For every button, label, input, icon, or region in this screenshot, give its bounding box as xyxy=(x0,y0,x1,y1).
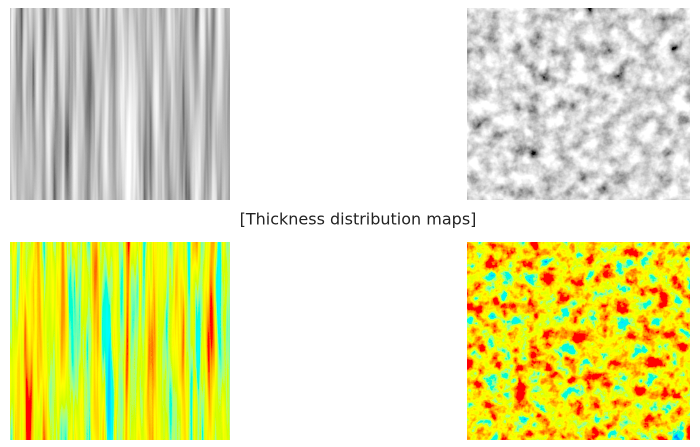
thickness-map-stripes xyxy=(10,242,230,440)
thickness-map-blotch xyxy=(467,242,690,440)
gray-image-stripes xyxy=(10,8,230,200)
caption: [Thickness distribution maps] xyxy=(240,210,477,229)
gray-image-blotch xyxy=(467,8,690,200)
